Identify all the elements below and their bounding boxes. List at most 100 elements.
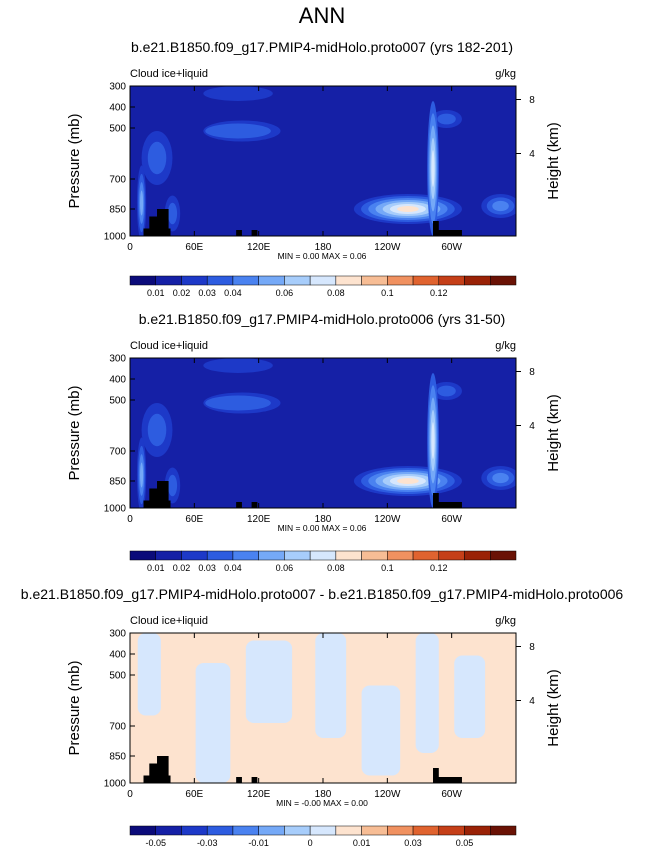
x-tick-label: 180	[315, 242, 332, 253]
colorbar-box	[129, 275, 156, 286]
contour-feature	[415, 633, 439, 753]
colorbar-box	[232, 275, 259, 286]
colorbar-box	[309, 275, 337, 286]
colorbar-box	[438, 275, 465, 286]
contour-field	[130, 633, 516, 783]
y-tick-label: 500	[109, 396, 126, 407]
y-axis-title: Pressure (mb)	[66, 660, 83, 755]
colorbar: 0.01 0.02 0.03 0.04 0.06 0.08 0.1 0.12	[129, 550, 517, 573]
colorbar-label: 0.02	[173, 288, 191, 298]
x-tick-label: 120W	[374, 242, 401, 253]
contour-feature	[205, 123, 271, 139]
colorbar-box	[490, 550, 517, 561]
panels: b.e21.B1850.f09_g17.PMIP4-midHolo.proto0…	[21, 39, 624, 848]
colorbar-box	[464, 550, 491, 561]
y-tick-label: 400	[109, 375, 126, 386]
y-tick-label: 300	[109, 629, 126, 640]
colorbar-label: 0.03	[198, 563, 216, 573]
x-tick-label: 120E	[247, 514, 271, 525]
minmax-label: MIN = -0.00 MAX = 0.00	[276, 798, 368, 808]
y-tick-label: 300	[109, 82, 126, 93]
y-right-tick-label: 4	[529, 149, 535, 160]
contour-feature	[431, 422, 435, 459]
units-label: g/kg	[495, 615, 516, 627]
colorbar: -0.05 -0.03 -0.01 0 0.01 0.03 0.05	[129, 825, 517, 848]
y-right-tick-label: 4	[529, 421, 535, 432]
x-tick-label: 0	[127, 789, 133, 800]
variable-label: Cloud ice+liquid	[130, 340, 208, 352]
contour-feature	[492, 200, 509, 212]
topography-mask	[251, 502, 258, 508]
colorbar-box	[232, 825, 259, 836]
topography-mask	[157, 209, 169, 236]
topography-mask	[251, 777, 258, 783]
colorbar-box	[284, 550, 311, 561]
colorbar-label: 0.12	[430, 563, 448, 573]
colorbar-box	[181, 550, 208, 561]
panel-3: b.e21.B1850.f09_g17.PMIP4-midHolo.proto0…	[21, 586, 624, 848]
y-tick-label: 1000	[104, 504, 127, 515]
y-tick-label: 1000	[104, 232, 127, 243]
colorbar-label: 0.05	[456, 838, 474, 848]
colorbar-box	[206, 550, 234, 561]
colorbar-label: 0.04	[224, 288, 242, 298]
colorbar-box	[258, 550, 285, 561]
x-tick-label: 180	[315, 789, 332, 800]
units-label: g/kg	[495, 340, 516, 352]
colorbar-box	[387, 550, 414, 561]
variable-label: Cloud ice+liquid	[130, 615, 208, 627]
colorbar-box	[490, 825, 517, 836]
colorbar-label: 0.04	[224, 563, 242, 573]
topography-mask	[433, 768, 439, 783]
topography-mask	[236, 502, 242, 508]
topography-mask	[236, 777, 242, 783]
contour-feature	[147, 141, 167, 175]
x-tick-label: 120W	[374, 514, 401, 525]
figure-title: ANN	[299, 3, 345, 28]
colorbar-box	[309, 550, 337, 561]
colorbar-label: 0.01	[353, 838, 371, 848]
colorbar-label: 0	[308, 838, 313, 848]
panel-title: b.e21.B1850.f09_g17.PMIP4-midHolo.proto0…	[139, 311, 506, 327]
colorbar-box	[284, 275, 311, 286]
colorbar-label: 0.12	[430, 288, 448, 298]
colorbar-label: -0.05	[145, 838, 166, 848]
x-tick-label: 60E	[185, 789, 203, 800]
panel-title: b.e21.B1850.f09_g17.PMIP4-midHolo.proto0…	[21, 586, 624, 602]
colorbar-box	[464, 825, 491, 836]
contour-feature	[315, 633, 347, 738]
y-right-tick-label: 8	[529, 367, 535, 378]
colorbar-label: 0.01	[147, 288, 165, 298]
colorbar-box	[335, 825, 362, 836]
contour-feature	[454, 655, 486, 738]
y-tick-label: 850	[109, 477, 126, 488]
topography-mask	[433, 493, 439, 508]
x-tick-label: 120E	[247, 242, 271, 253]
colorbar-box	[258, 275, 285, 286]
topography-mask	[157, 481, 169, 508]
contour-feature	[437, 113, 456, 125]
colorbar-label: 0.01	[147, 563, 165, 573]
y-right-tick-label: 8	[529, 642, 535, 653]
colorbar-box	[206, 275, 234, 286]
colorbar: 0.01 0.02 0.03 0.04 0.06 0.08 0.1 0.12	[129, 275, 517, 298]
colorbar-box	[181, 825, 208, 836]
panel-2: b.e21.B1850.f09_g17.PMIP4-midHolo.proto0…	[66, 311, 562, 573]
colorbar-label: 0.02	[173, 563, 191, 573]
topography-mask	[236, 230, 242, 236]
colorbar-label: 0.03	[404, 838, 422, 848]
colorbar-box	[155, 550, 182, 561]
contour-feature	[203, 86, 273, 101]
y-tick-label: 500	[109, 124, 126, 135]
colorbar-label: 0.08	[327, 563, 345, 573]
colorbar-box	[438, 825, 465, 836]
contour-feature	[140, 462, 144, 488]
y-tick-label: 700	[109, 447, 126, 458]
contour-field	[130, 86, 516, 236]
y-tick-label: 1000	[104, 779, 127, 790]
colorbar-box	[361, 825, 388, 836]
y-tick-label: 700	[109, 175, 126, 186]
x-tick-label: 60W	[441, 789, 462, 800]
contour-feature	[167, 474, 178, 497]
